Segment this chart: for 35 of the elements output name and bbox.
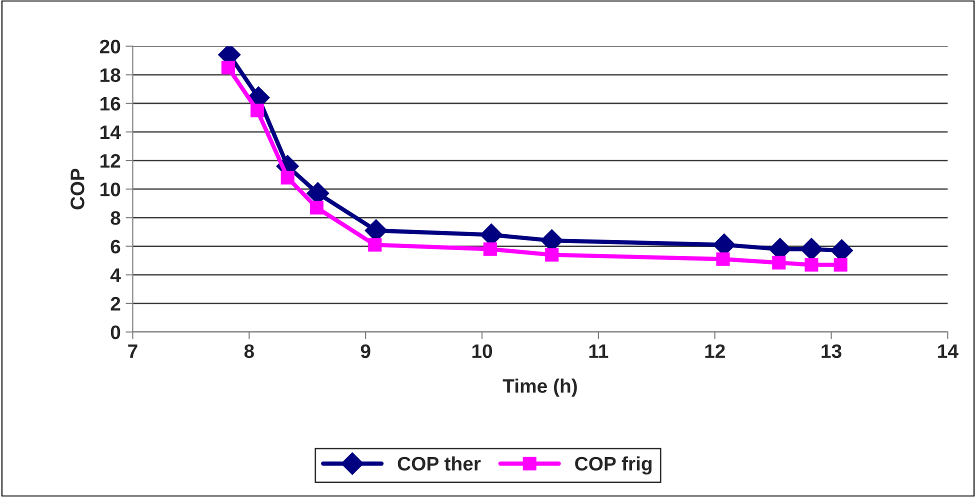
point	[716, 252, 730, 266]
y-axis-title: COP	[70, 168, 84, 210]
x-tick-label: 8	[244, 344, 254, 358]
point	[483, 242, 497, 256]
y-tick-label: 12	[100, 154, 120, 168]
x-tick-label: 10	[472, 344, 492, 358]
y-tick-label: 10	[100, 182, 120, 196]
y-tick-label: 2	[110, 296, 120, 310]
y-tick-label: 4	[110, 268, 121, 282]
legend-label: COP ther	[398, 456, 481, 471]
y-tick-label: 8	[110, 211, 120, 225]
x-tick-label: 9	[360, 344, 370, 358]
point	[250, 104, 264, 118]
x-tick-label: 7	[128, 344, 138, 358]
x-tick-label: 14	[938, 344, 958, 358]
y-tick-label: 20	[100, 40, 120, 54]
point	[800, 238, 823, 260]
y-tick-label: 14	[100, 126, 121, 139]
legend-label: COP frig	[575, 456, 652, 475]
point	[804, 258, 818, 272]
y-tick-label: 16	[100, 96, 120, 111]
point	[545, 248, 559, 262]
y-tick-label: 0	[110, 325, 120, 340]
x-tick-label: 11	[589, 344, 608, 358]
point	[280, 170, 294, 184]
y-tick-label: 6	[110, 240, 120, 254]
point	[772, 256, 786, 270]
point	[368, 238, 382, 252]
point	[310, 200, 324, 214]
x-axis-title: Time (h)	[502, 378, 577, 397]
point	[221, 60, 235, 74]
y-tick-label: 18	[100, 68, 120, 82]
point	[834, 258, 848, 272]
x-tick-label: 13	[822, 344, 842, 358]
x-tick-label: 12	[705, 344, 725, 358]
